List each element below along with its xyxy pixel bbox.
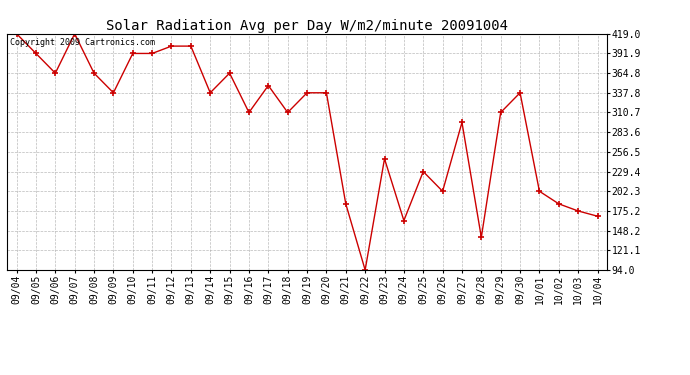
Text: Copyright 2009 Cartronics.com: Copyright 2009 Cartronics.com — [10, 39, 155, 48]
Title: Solar Radiation Avg per Day W/m2/minute 20091004: Solar Radiation Avg per Day W/m2/minute … — [106, 19, 508, 33]
